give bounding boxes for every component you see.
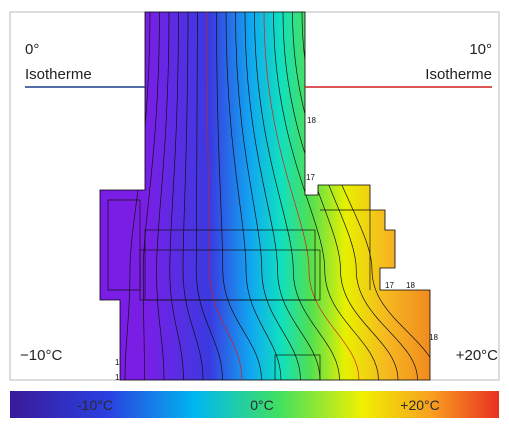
right-degree: 10° bbox=[469, 41, 492, 58]
isotherm bbox=[182, 12, 204, 380]
isotherm bbox=[235, 12, 301, 380]
right-caption: Isotherme bbox=[425, 66, 492, 83]
isotherm-label: 18 bbox=[429, 333, 438, 342]
isotherm bbox=[273, 12, 379, 380]
isotherm bbox=[195, 12, 223, 380]
left-temp: −10°C bbox=[20, 347, 62, 364]
color-scale bbox=[10, 391, 499, 418]
isotherm bbox=[156, 12, 170, 380]
isotherm bbox=[263, 12, 360, 380]
cross-section bbox=[99, 11, 431, 381]
isotherm bbox=[244, 12, 321, 380]
isotherm bbox=[254, 12, 340, 380]
isotherm bbox=[169, 12, 184, 380]
scale-label: +20°C bbox=[400, 397, 439, 413]
right-temp: +20°C bbox=[456, 347, 498, 364]
isotherm bbox=[282, 12, 399, 380]
left-degree: 0° bbox=[25, 41, 39, 58]
isotherm-label: 17 bbox=[385, 281, 394, 290]
isotherm bbox=[225, 12, 282, 380]
isotherm-label: 17 bbox=[306, 173, 315, 182]
profile-outlines bbox=[107, 199, 371, 380]
left-caption: Isotherme bbox=[25, 66, 92, 83]
scale-label: -10°C bbox=[77, 397, 113, 413]
isotherm bbox=[142, 12, 160, 380]
isotherm-label: 1 bbox=[115, 358, 120, 367]
isotherm bbox=[206, 12, 243, 380]
isotherm-label: 18 bbox=[307, 116, 316, 125]
isotherm bbox=[216, 12, 262, 380]
isotherm-label: 1 bbox=[115, 373, 120, 382]
isotherm bbox=[292, 12, 418, 380]
isotherm bbox=[124, 12, 151, 380]
isotherm-label: 18 bbox=[406, 281, 415, 290]
scale-label: 0°C bbox=[250, 397, 274, 413]
